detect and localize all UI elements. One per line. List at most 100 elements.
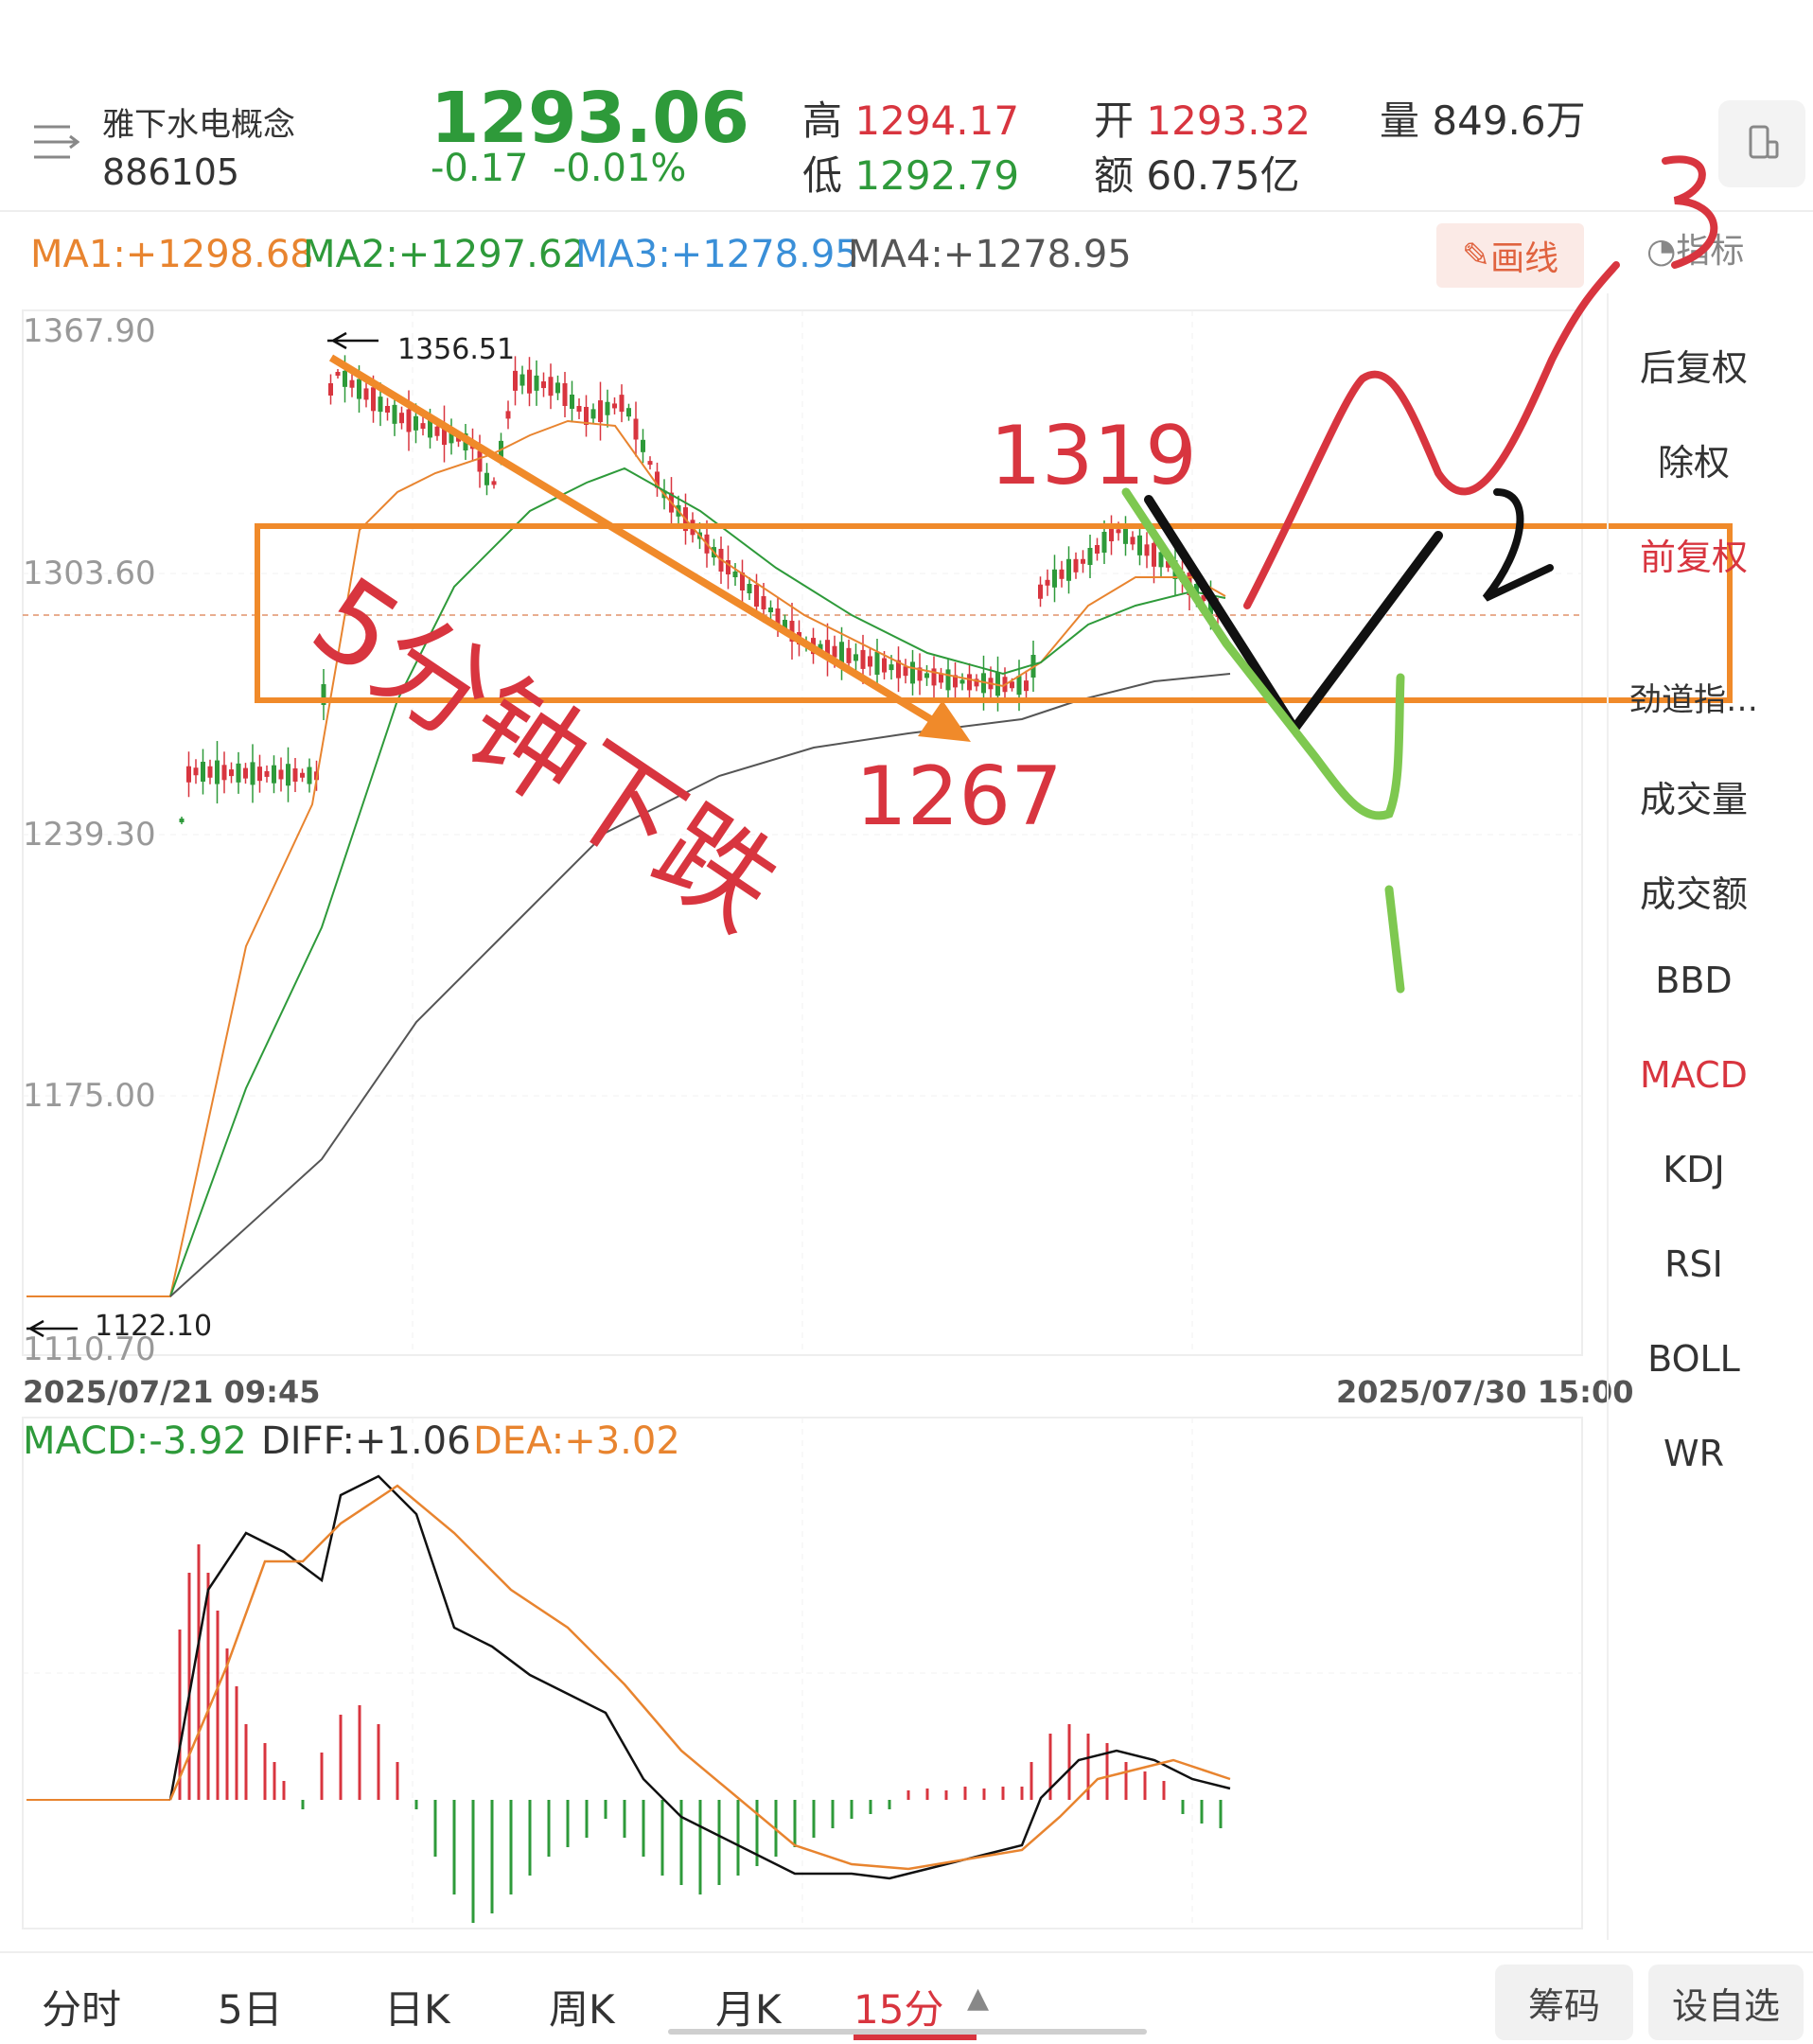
candle-body	[783, 620, 787, 628]
sidebar-item-boll[interactable]: BOLL	[1647, 1338, 1740, 1380]
candle-body	[264, 770, 270, 777]
ma1-line	[26, 419, 1226, 1297]
draw-line-button[interactable]: ✎ 画线	[1436, 223, 1584, 288]
y-tick-3: 1239.30	[23, 816, 156, 854]
candle-body	[442, 423, 447, 446]
high-quote: 高 1294.17	[802, 89, 1019, 147]
tab-intraday[interactable]: 分时	[42, 1986, 122, 2033]
black-v-annotation	[1144, 495, 1443, 737]
tab-weekly[interactable]: 周K	[549, 1986, 615, 2033]
candle-body	[1116, 529, 1121, 534]
candle-body	[406, 409, 412, 432]
candle-body	[321, 684, 326, 705]
candle-body	[491, 481, 497, 485]
tab-5day[interactable]: 5日	[218, 1986, 283, 2033]
sidebar-item-rsi[interactable]: RSI	[1664, 1243, 1723, 1285]
candle-body	[385, 406, 390, 413]
candle-body	[371, 387, 376, 412]
chips-button[interactable]: 筹码	[1495, 1965, 1633, 2040]
volume-quote: 量 849.6万	[1380, 89, 1586, 147]
candle-body	[272, 765, 276, 784]
amount-value: 60.75亿	[1146, 152, 1300, 199]
candle-body	[349, 379, 355, 388]
index-name: 雅下水电概念	[102, 106, 295, 144]
candle-body	[1123, 527, 1128, 544]
candle-body	[414, 415, 418, 431]
candle-body	[243, 767, 248, 779]
volume-label: 量	[1380, 97, 1420, 144]
sidebar-item-ex-rights[interactable]: 除权	[1657, 442, 1730, 484]
diff-value: DIFF:+1.06	[261, 1419, 471, 1463]
tab-monthly[interactable]: 月K	[715, 1986, 782, 2033]
candle-body	[896, 660, 901, 678]
change-value: -0.17	[431, 147, 529, 190]
sidebar-item-back-adjust[interactable]: 后复权	[1639, 347, 1748, 389]
indicator-button[interactable]: ◔指标	[1646, 223, 1744, 273]
high-value: 1294.17	[854, 97, 1020, 144]
candle-body	[257, 766, 262, 782]
candle-body	[1052, 569, 1057, 588]
candle-body	[910, 661, 915, 684]
header-divider	[0, 210, 1813, 212]
caret-up-icon[interactable]: ▲	[967, 1982, 990, 2015]
y-tick-1: 1367.90	[23, 312, 156, 350]
candle-body	[874, 652, 880, 675]
sidebar-item-amount[interactable]: 成交额	[1639, 873, 1748, 915]
candle-body	[449, 430, 454, 444]
candle-body	[854, 654, 858, 661]
sidebar-item-volume[interactable]: 成交量	[1639, 779, 1748, 820]
sidebar-item-kdj[interactable]: KDJ	[1663, 1149, 1725, 1190]
high-mark-arrow-icon	[327, 331, 378, 350]
menu-icon[interactable]	[32, 121, 80, 163]
candle-body	[1016, 676, 1022, 696]
candle-body	[939, 674, 943, 683]
candle-body	[945, 669, 951, 691]
candle-body	[357, 379, 361, 399]
tab-15min[interactable]: 15分	[854, 1986, 944, 2033]
x-start-time: 2025/07/21 09:45	[23, 1374, 321, 1410]
sidebar-divider	[1607, 293, 1609, 1940]
black-2-stroke	[1482, 488, 1554, 602]
green-1-stroke	[1384, 885, 1405, 994]
orange-arrow-line	[328, 354, 959, 738]
sidebar-item-macd[interactable]: MACD	[1640, 1054, 1748, 1096]
candle-body	[647, 461, 653, 466]
y-tick-5: 1110.70	[23, 1330, 156, 1368]
candle-body	[1095, 545, 1100, 554]
open-quote: 开 1293.32	[1094, 89, 1311, 147]
candle-body	[1137, 535, 1142, 555]
open-value: 1293.32	[1146, 97, 1311, 144]
ma2-value: MA2:+1297.62	[303, 233, 587, 276]
candle-body	[846, 647, 852, 663]
candle-body	[1158, 552, 1164, 568]
sidebar-item-bbd[interactable]: BBD	[1655, 960, 1733, 1001]
index-code: 886105	[102, 151, 240, 193]
candle-body	[1109, 529, 1114, 541]
sidebar-item-wr[interactable]: WR	[1663, 1433, 1724, 1474]
candle-body	[1024, 680, 1029, 692]
candle-body	[1130, 537, 1135, 545]
draw-line-label: 画线	[1490, 239, 1559, 278]
sidebar-item-forward-adjust[interactable]: 前复权	[1639, 537, 1748, 578]
red-3-stroke	[1662, 155, 1718, 269]
candle-body	[562, 383, 568, 406]
add-watchlist-button[interactable]: 设自选	[1648, 1965, 1804, 2040]
candle-body	[860, 649, 866, 669]
tab-daily[interactable]: 日K	[384, 1986, 450, 2033]
candle-body	[924, 673, 929, 678]
dea-value: DEA:+3.02	[473, 1419, 680, 1463]
active-tab-indicator	[854, 2033, 977, 2040]
amount-quote: 额 60.75亿	[1094, 144, 1300, 202]
candle-body	[307, 766, 312, 784]
pencil-icon: ✎	[1461, 236, 1491, 275]
rotate-screen-button[interactable]	[1718, 100, 1805, 187]
candle-body	[917, 667, 923, 681]
low-label: 低	[802, 152, 843, 199]
candle-body	[1166, 560, 1171, 568]
candle-body	[868, 656, 872, 667]
high-mark-label: 1356.51	[397, 333, 516, 366]
sidebar-item-momentum[interactable]: 劲道指…	[1629, 681, 1758, 719]
candle-body	[740, 573, 745, 590]
candle-body	[1045, 579, 1050, 586]
